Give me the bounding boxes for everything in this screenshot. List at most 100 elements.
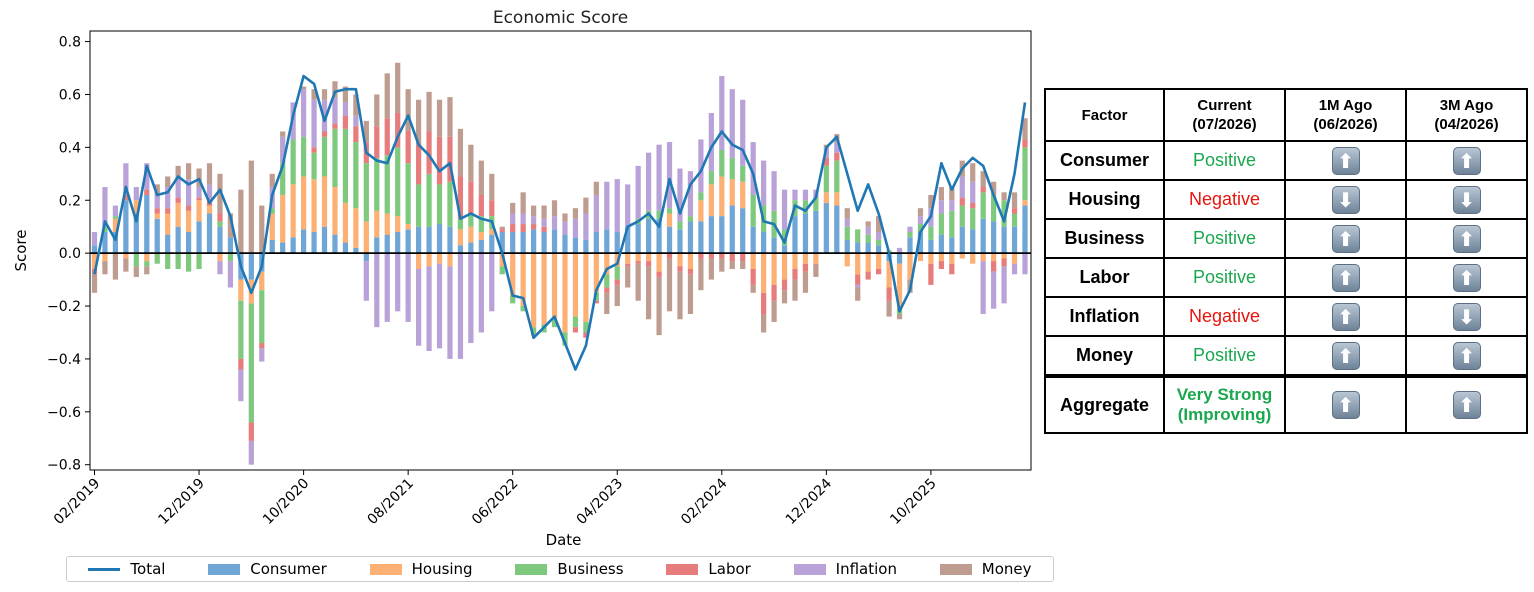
legend-label-total: Total: [130, 560, 166, 578]
bar-consumer: [217, 226, 223, 254]
bar-consumer: [311, 231, 317, 254]
bar-business: [499, 266, 505, 275]
bar-business: [405, 163, 411, 225]
bar-housing: [489, 229, 495, 235]
bar-money: [144, 266, 150, 275]
y-tick-label: 0.4: [59, 140, 81, 156]
bar-consumer: [165, 234, 171, 254]
header-current: Current (07/2026): [1163, 88, 1286, 142]
y-tick-label: −0.6: [47, 405, 81, 421]
aggregate-label: Aggregate: [1044, 374, 1165, 434]
bar-consumer: [133, 213, 139, 254]
bar-business: [802, 200, 809, 214]
bar-housing: [154, 213, 160, 219]
bar-labor: [771, 284, 777, 301]
trend-cell: ⬆: [1284, 374, 1407, 434]
bar-housing: [740, 181, 746, 209]
bar-housing: [478, 231, 484, 240]
bar-housing: [855, 253, 861, 275]
bar-consumer: [384, 234, 390, 254]
up-arrow-icon: ⬆: [1331, 341, 1360, 370]
x-tick-label: 12/2024: [783, 475, 836, 528]
bar-consumer: [802, 213, 809, 254]
current-status: Positive: [1163, 140, 1286, 181]
bar-inflation: [311, 99, 317, 148]
bar-money: [227, 213, 234, 238]
up-arrow-icon: ⬆: [1452, 224, 1481, 253]
bar-inflation: [133, 187, 139, 201]
bar-consumer: [771, 237, 777, 254]
bar-inflation: [426, 266, 432, 351]
current-status: Negative: [1163, 296, 1286, 337]
bar-business: [426, 173, 432, 227]
bar-business: [280, 163, 286, 195]
bar-inflation: [614, 179, 620, 232]
bar-business: [520, 306, 526, 312]
bar-housing: [802, 253, 809, 264]
bar-housing: [1011, 253, 1018, 264]
bar-consumer: [917, 231, 924, 254]
bar-business: [562, 332, 568, 346]
bar-inflation: [719, 75, 725, 151]
bar-housing: [1022, 200, 1028, 206]
chart-canvas: Economic Score −0.8 −0.6 −0.4 −0.2 0.0 0.2 0.4 0…: [12, 8, 1032, 549]
bar-labor: [761, 292, 767, 314]
bar-inflation: [666, 142, 673, 209]
bar-housing: [280, 194, 286, 243]
bar-housing: [551, 253, 558, 320]
bar-business: [238, 300, 244, 359]
bar-consumer: [374, 237, 380, 254]
y-tick-label: −0.2: [47, 299, 81, 315]
bar-labor: [614, 279, 620, 285]
bar-money: [520, 192, 526, 214]
bar-housing: [991, 253, 997, 262]
bar-money: [332, 81, 338, 98]
bar-money: [165, 176, 171, 188]
trend-cell: ⬆: [1284, 140, 1407, 181]
bar-inflation: [206, 184, 213, 201]
legend-label-business: Business: [557, 560, 624, 578]
bar-inflation: [698, 139, 704, 193]
legend-label-housing: Housing: [411, 560, 473, 578]
bar-inflation: [342, 102, 349, 116]
bar-labor: [332, 123, 338, 129]
bar-business: [708, 171, 714, 185]
bar-labor: [123, 194, 129, 201]
bar-money: [91, 274, 98, 293]
bar-inflation: [687, 171, 694, 217]
bar-labor: [855, 274, 861, 285]
bar-inflation: [321, 99, 328, 132]
legend-item-consumer: Consumer: [208, 560, 327, 578]
bar-money: [740, 261, 746, 270]
bar-consumer: [583, 239, 589, 254]
bar-money: [677, 271, 683, 320]
bar-money: [886, 300, 892, 317]
bar-labor: [625, 263, 631, 267]
bar-inflation: [144, 163, 150, 190]
bar-consumer: [708, 216, 714, 254]
bar-housing: [1001, 253, 1007, 259]
down-arrow-icon: ⬇: [1452, 185, 1481, 214]
bar-business: [436, 184, 443, 225]
bar-inflation: [175, 176, 181, 198]
bar-money: [478, 160, 484, 195]
bar-inflation: [991, 271, 997, 309]
bar-consumer: [489, 234, 495, 254]
bar-housing: [896, 263, 903, 309]
trend-cell: ⬆: [1405, 257, 1528, 298]
bar-housing: [405, 224, 411, 230]
bar-labor: [687, 269, 694, 275]
bar-money: [687, 274, 694, 314]
bar-labor: [666, 253, 673, 259]
bar-inflation: [917, 216, 924, 225]
table-row: Business Positive ⬆ ⬆: [1044, 218, 1528, 259]
x-tick-label: 02/2024: [678, 475, 731, 528]
bar-business: [248, 303, 254, 423]
bar-business: [342, 128, 349, 203]
bar-business: [572, 316, 579, 328]
bar-consumer: [196, 221, 202, 254]
bar-housing: [938, 253, 944, 262]
bar-consumer: [185, 231, 192, 254]
bar-money: [457, 128, 464, 177]
chart-title: Economic Score: [493, 8, 628, 28]
